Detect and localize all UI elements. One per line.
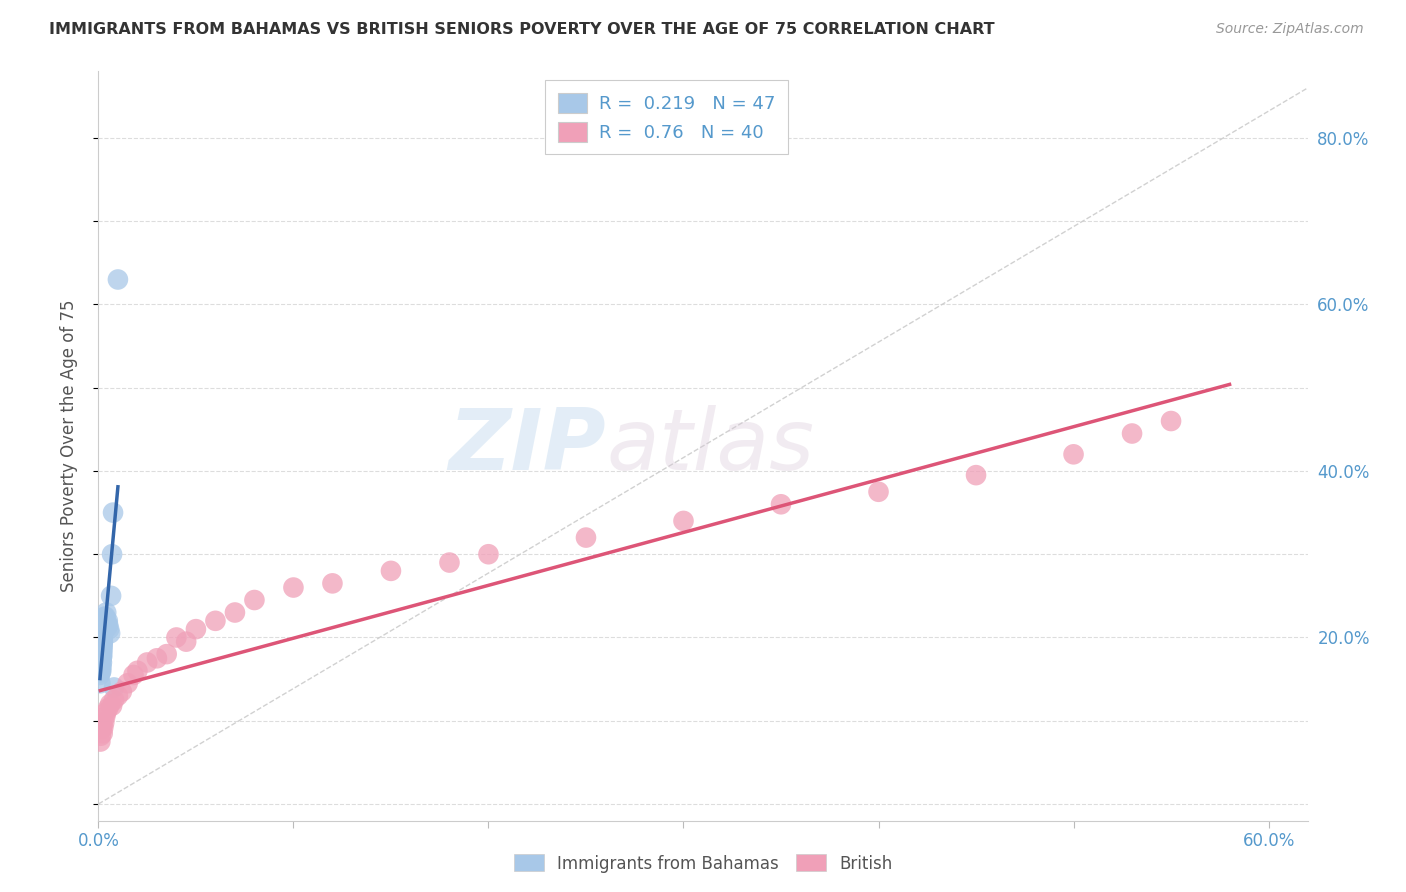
Point [89, 668, 111, 682]
Point [90, 648, 112, 663]
Point [90, 659, 112, 673]
Point [91, 639, 114, 653]
Point [101, 698, 124, 713]
Point [91, 634, 114, 648]
Point [321, 576, 343, 591]
Point [93, 715, 115, 730]
Point [90, 656, 112, 670]
Point [91, 726, 114, 740]
Point [93, 614, 115, 628]
Point [184, 622, 207, 636]
Point [93, 622, 115, 636]
Point [283, 581, 305, 595]
Point [98, 622, 121, 636]
Point [90, 640, 112, 655]
Point [91, 648, 114, 663]
Point [224, 606, 246, 620]
Point [1160, 414, 1182, 428]
Text: IMMIGRANTS FROM BAHAMAS VS BRITISH SENIORS POVERTY OVER THE AGE OF 75 CORRELATIO: IMMIGRANTS FROM BAHAMAS VS BRITISH SENIO… [49, 22, 995, 37]
Point [90, 647, 112, 661]
Point [97, 701, 120, 715]
Point [165, 631, 187, 645]
Point [575, 531, 598, 545]
Point [439, 556, 461, 570]
Point [91, 634, 114, 648]
Point [96, 615, 118, 630]
Point [107, 272, 129, 286]
Point [93, 609, 115, 624]
Point [91, 637, 114, 651]
Text: Source: ZipAtlas.com: Source: ZipAtlas.com [1216, 22, 1364, 37]
Point [90, 662, 112, 676]
Point [1063, 447, 1085, 461]
Text: atlas: atlas [606, 404, 814, 488]
Point [111, 684, 134, 698]
Point [122, 668, 145, 682]
Y-axis label: Seniors Poverty Over the Age of 75: Seniors Poverty Over the Age of 75 [59, 300, 77, 592]
Point [243, 593, 266, 607]
Point [98, 697, 121, 711]
Point [90, 657, 112, 672]
Point [94, 609, 117, 624]
Point [103, 693, 125, 707]
Point [146, 651, 169, 665]
Point [136, 656, 159, 670]
Point [89, 676, 111, 690]
Point [98, 626, 121, 640]
Point [127, 664, 149, 678]
Point [91, 622, 114, 636]
Point [90, 651, 112, 665]
Point [91, 645, 114, 659]
Point [380, 564, 402, 578]
Point [90, 722, 112, 736]
Point [101, 506, 124, 520]
Point [97, 618, 120, 632]
Point [97, 614, 120, 628]
Point [91, 631, 114, 645]
Point [117, 676, 139, 690]
Point [868, 484, 890, 499]
Point [90, 643, 112, 657]
Point [769, 497, 792, 511]
Point [90, 651, 112, 665]
Point [96, 606, 118, 620]
Point [90, 718, 112, 732]
Point [93, 618, 115, 632]
Point [174, 634, 197, 648]
Point [103, 681, 125, 695]
Point [101, 547, 124, 561]
Point [1121, 426, 1143, 441]
Point [90, 664, 112, 678]
Point [90, 729, 112, 743]
Point [94, 614, 117, 628]
Point [90, 665, 112, 680]
Point [90, 654, 112, 668]
Point [89, 734, 111, 748]
Point [89, 659, 111, 673]
Point [90, 656, 112, 670]
Point [477, 547, 499, 561]
Point [96, 620, 118, 634]
Point [107, 689, 129, 703]
Point [93, 618, 115, 632]
Point [96, 706, 118, 720]
Point [156, 647, 179, 661]
Text: ZIP: ZIP [449, 404, 606, 488]
Legend: R =  0.219   N = 47, R =  0.76   N = 40: R = 0.219 N = 47, R = 0.76 N = 40 [546, 80, 789, 154]
Point [100, 589, 122, 603]
Legend: Immigrants from Bahamas, British: Immigrants from Bahamas, British [508, 847, 898, 880]
Point [965, 468, 987, 483]
Point [94, 709, 117, 723]
Point [91, 720, 114, 734]
Point [204, 614, 226, 628]
Point [672, 514, 695, 528]
Point [91, 643, 114, 657]
Point [91, 626, 114, 640]
Point [94, 618, 117, 632]
